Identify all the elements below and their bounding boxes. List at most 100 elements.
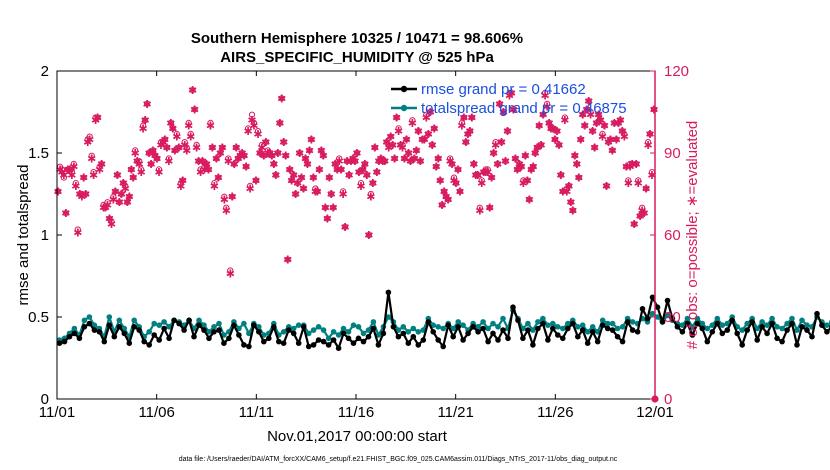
obs-possible-marker — [175, 144, 182, 151]
totalspread-point — [201, 322, 207, 329]
totalspread-point — [799, 317, 805, 324]
totalspread-point — [619, 324, 626, 330]
legend-totalspread-label: totalspread grand pr = 0.46875 — [421, 100, 627, 117]
rmse-point — [66, 333, 73, 340]
totalspread-point — [161, 319, 167, 325]
obs-evaluated-marker: ✱ — [370, 142, 379, 155]
obs-possible-marker — [454, 166, 462, 173]
obs-possible-marker — [306, 147, 313, 154]
totalspread-point — [415, 329, 422, 335]
obs-possible-marker — [223, 204, 230, 211]
obs-evaluated-marker: ✱ — [501, 155, 510, 168]
rmse-point — [764, 330, 770, 337]
obs-possible-marker — [524, 177, 531, 184]
obs-evaluated-marker: ✱ — [113, 169, 122, 182]
obs-possible-marker — [296, 149, 303, 157]
rmse-point — [570, 320, 576, 327]
rmse-point — [91, 327, 98, 333]
obs-evaluated-marker: ✱ — [186, 131, 195, 144]
obs-evaluated-marker: ✱ — [531, 147, 540, 160]
obs-possible-marker — [587, 108, 594, 116]
obs-evaluated-marker: ✱ — [624, 177, 633, 190]
rmse-point — [405, 340, 412, 347]
obs-evaluated-marker: ✱ — [641, 183, 650, 196]
obs-possible-marker — [445, 196, 452, 203]
rmse-point — [96, 329, 103, 335]
obs-evaluated-marker: ✱ — [137, 166, 146, 179]
obs-evaluated-marker: ✱ — [301, 153, 310, 166]
obs-evaluated-marker: ✱ — [406, 155, 415, 168]
y-tick-label: 0 — [41, 391, 49, 408]
obs-possible-marker — [207, 119, 214, 127]
obs-evaluated-marker: ✱ — [148, 144, 157, 157]
obs-evaluated-marker: ✱ — [497, 136, 506, 149]
obs-count-markers: ✱✱✱✱✱✱✱✱✱✱✱✱✱✱✱✱✱✱✱✱✱✱✱✱✱✱✱✱✱✱✱✱✱✱✱✱✱✱✱✱… — [53, 84, 658, 280]
obs-evaluated-marker: ✱ — [81, 188, 90, 201]
obs-possible-marker — [302, 155, 309, 162]
obs-evaluated-marker: ✱ — [430, 122, 439, 135]
rmse-point — [310, 342, 317, 348]
obs-possible-marker — [254, 128, 262, 135]
obs-evaluated-marker: ✱ — [588, 125, 597, 138]
obs-possible-marker — [569, 207, 576, 214]
obs-evaluated-marker: ✱ — [461, 136, 470, 149]
obs-possible-marker — [437, 177, 444, 184]
totalspread-point — [565, 320, 571, 327]
obs-possible-marker — [74, 226, 81, 233]
obs-evaluated-marker: ✱ — [309, 172, 318, 185]
rmse-point — [515, 317, 521, 324]
obs-evaluated-marker: ✱ — [93, 112, 102, 125]
obs-possible-marker — [316, 166, 323, 173]
obs-evaluated-marker: ✱ — [491, 139, 500, 152]
obs-evaluated-marker: ✱ — [340, 221, 349, 234]
obs-evaluated-marker: ✱ — [263, 147, 272, 160]
obs-evaluated-marker: ✱ — [647, 169, 656, 182]
obs-possible-marker — [330, 204, 337, 211]
rmse-point — [654, 304, 661, 311]
obs-possible-marker — [559, 188, 567, 195]
obs-evaluated-marker: ✱ — [499, 106, 508, 119]
obs-possible-marker — [187, 130, 194, 137]
obs-possible-marker — [219, 144, 226, 151]
obs-possible-marker — [68, 169, 76, 176]
obs-possible-marker — [149, 147, 157, 154]
rmse-point — [385, 289, 392, 296]
rmse-point — [470, 324, 476, 330]
rmse-point — [121, 330, 128, 337]
obs-evaluated-marker: ✱ — [214, 172, 223, 185]
obs-evaluated-marker: ✱ — [475, 204, 484, 217]
rmse-point — [181, 327, 187, 333]
totalspread-point — [689, 324, 696, 330]
rmse-point — [271, 324, 277, 330]
obs-possible-marker — [304, 160, 311, 167]
totalspread-point — [355, 324, 362, 330]
obs-evaluated-marker: ✱ — [645, 128, 654, 141]
right-axis-label: # of obs: o=possible; ∗=evaluated — [684, 121, 701, 350]
obs-evaluated-marker: ✱ — [422, 112, 431, 125]
rmse-point — [255, 329, 262, 335]
totalspread-point — [704, 325, 711, 332]
obs-evaluated-marker: ✱ — [467, 112, 476, 125]
totalspread-point — [804, 322, 810, 329]
obs-evaluated-marker: ✱ — [245, 183, 254, 196]
obs-evaluated-marker: ✱ — [632, 158, 641, 171]
obs-evaluated-marker: ✱ — [346, 155, 355, 168]
obs-evaluated-marker: ✱ — [107, 218, 116, 231]
rmse-point — [555, 332, 561, 338]
obs-evaluated-marker: ✱ — [63, 163, 72, 176]
obs-evaluated-marker: ✱ — [101, 202, 110, 215]
obs-evaluated-marker: ✱ — [358, 163, 367, 176]
obs-possible-marker — [448, 160, 456, 167]
obs-possible-marker — [163, 144, 170, 151]
obs-possible-marker — [391, 155, 398, 162]
rmse-point — [290, 330, 297, 337]
rmse-point — [315, 337, 322, 343]
right-tick-label: 120 — [664, 63, 689, 80]
obs-possible-marker — [385, 141, 392, 148]
rmse-point — [824, 329, 830, 335]
totalspread-point — [789, 315, 795, 322]
totalspread-point — [131, 317, 137, 324]
obs-possible-marker — [490, 149, 497, 157]
obs-possible-marker — [629, 160, 636, 167]
totalspread-point — [599, 317, 606, 324]
